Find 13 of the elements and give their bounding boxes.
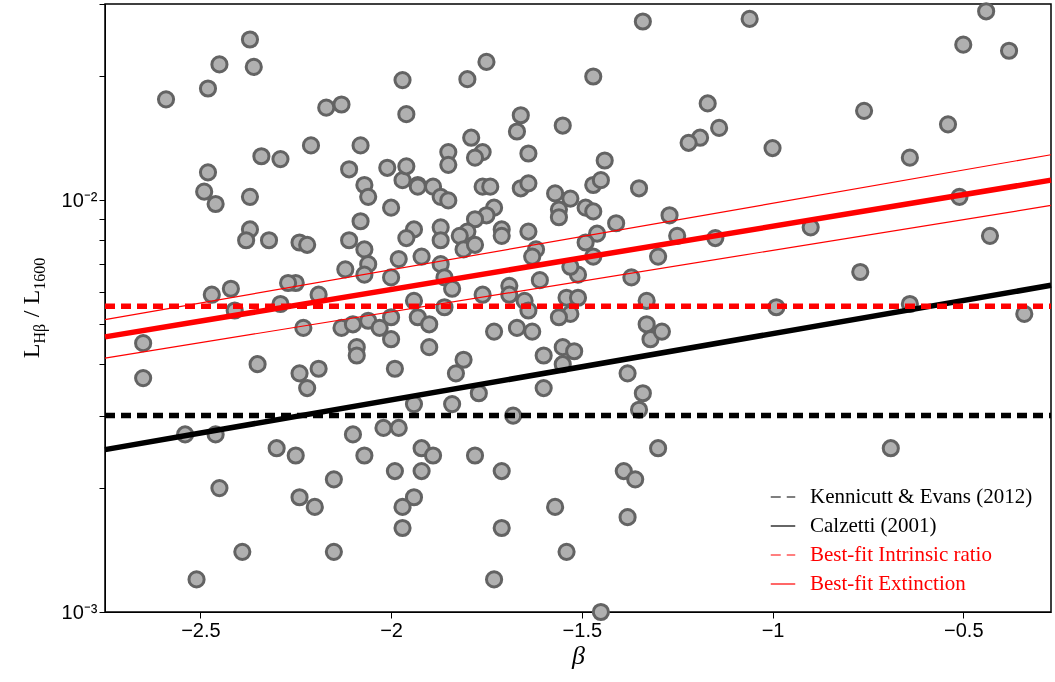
- y-tick-label: 10⁻³: [61, 600, 98, 623]
- x-tick-label: −2.5: [181, 618, 221, 641]
- legend-label: Calzetti (2001): [810, 513, 937, 537]
- x-tick-label: −1.5: [562, 618, 603, 641]
- y-axis-title: LHβ / L1600: [18, 257, 49, 359]
- x-tick-label: −1: [761, 618, 785, 641]
- legend-label: Best-fit Intrinsic ratio: [810, 542, 992, 566]
- x-tick-label: −2: [380, 618, 403, 641]
- legend-label: Best-fit Extinction: [810, 571, 967, 595]
- legend-label: Kennicutt & Evans (2012): [810, 484, 1033, 508]
- x-axis-title: β: [571, 640, 586, 670]
- x-tick-label: −0.5: [944, 618, 984, 641]
- y-tick-label: 10⁻²: [61, 188, 98, 211]
